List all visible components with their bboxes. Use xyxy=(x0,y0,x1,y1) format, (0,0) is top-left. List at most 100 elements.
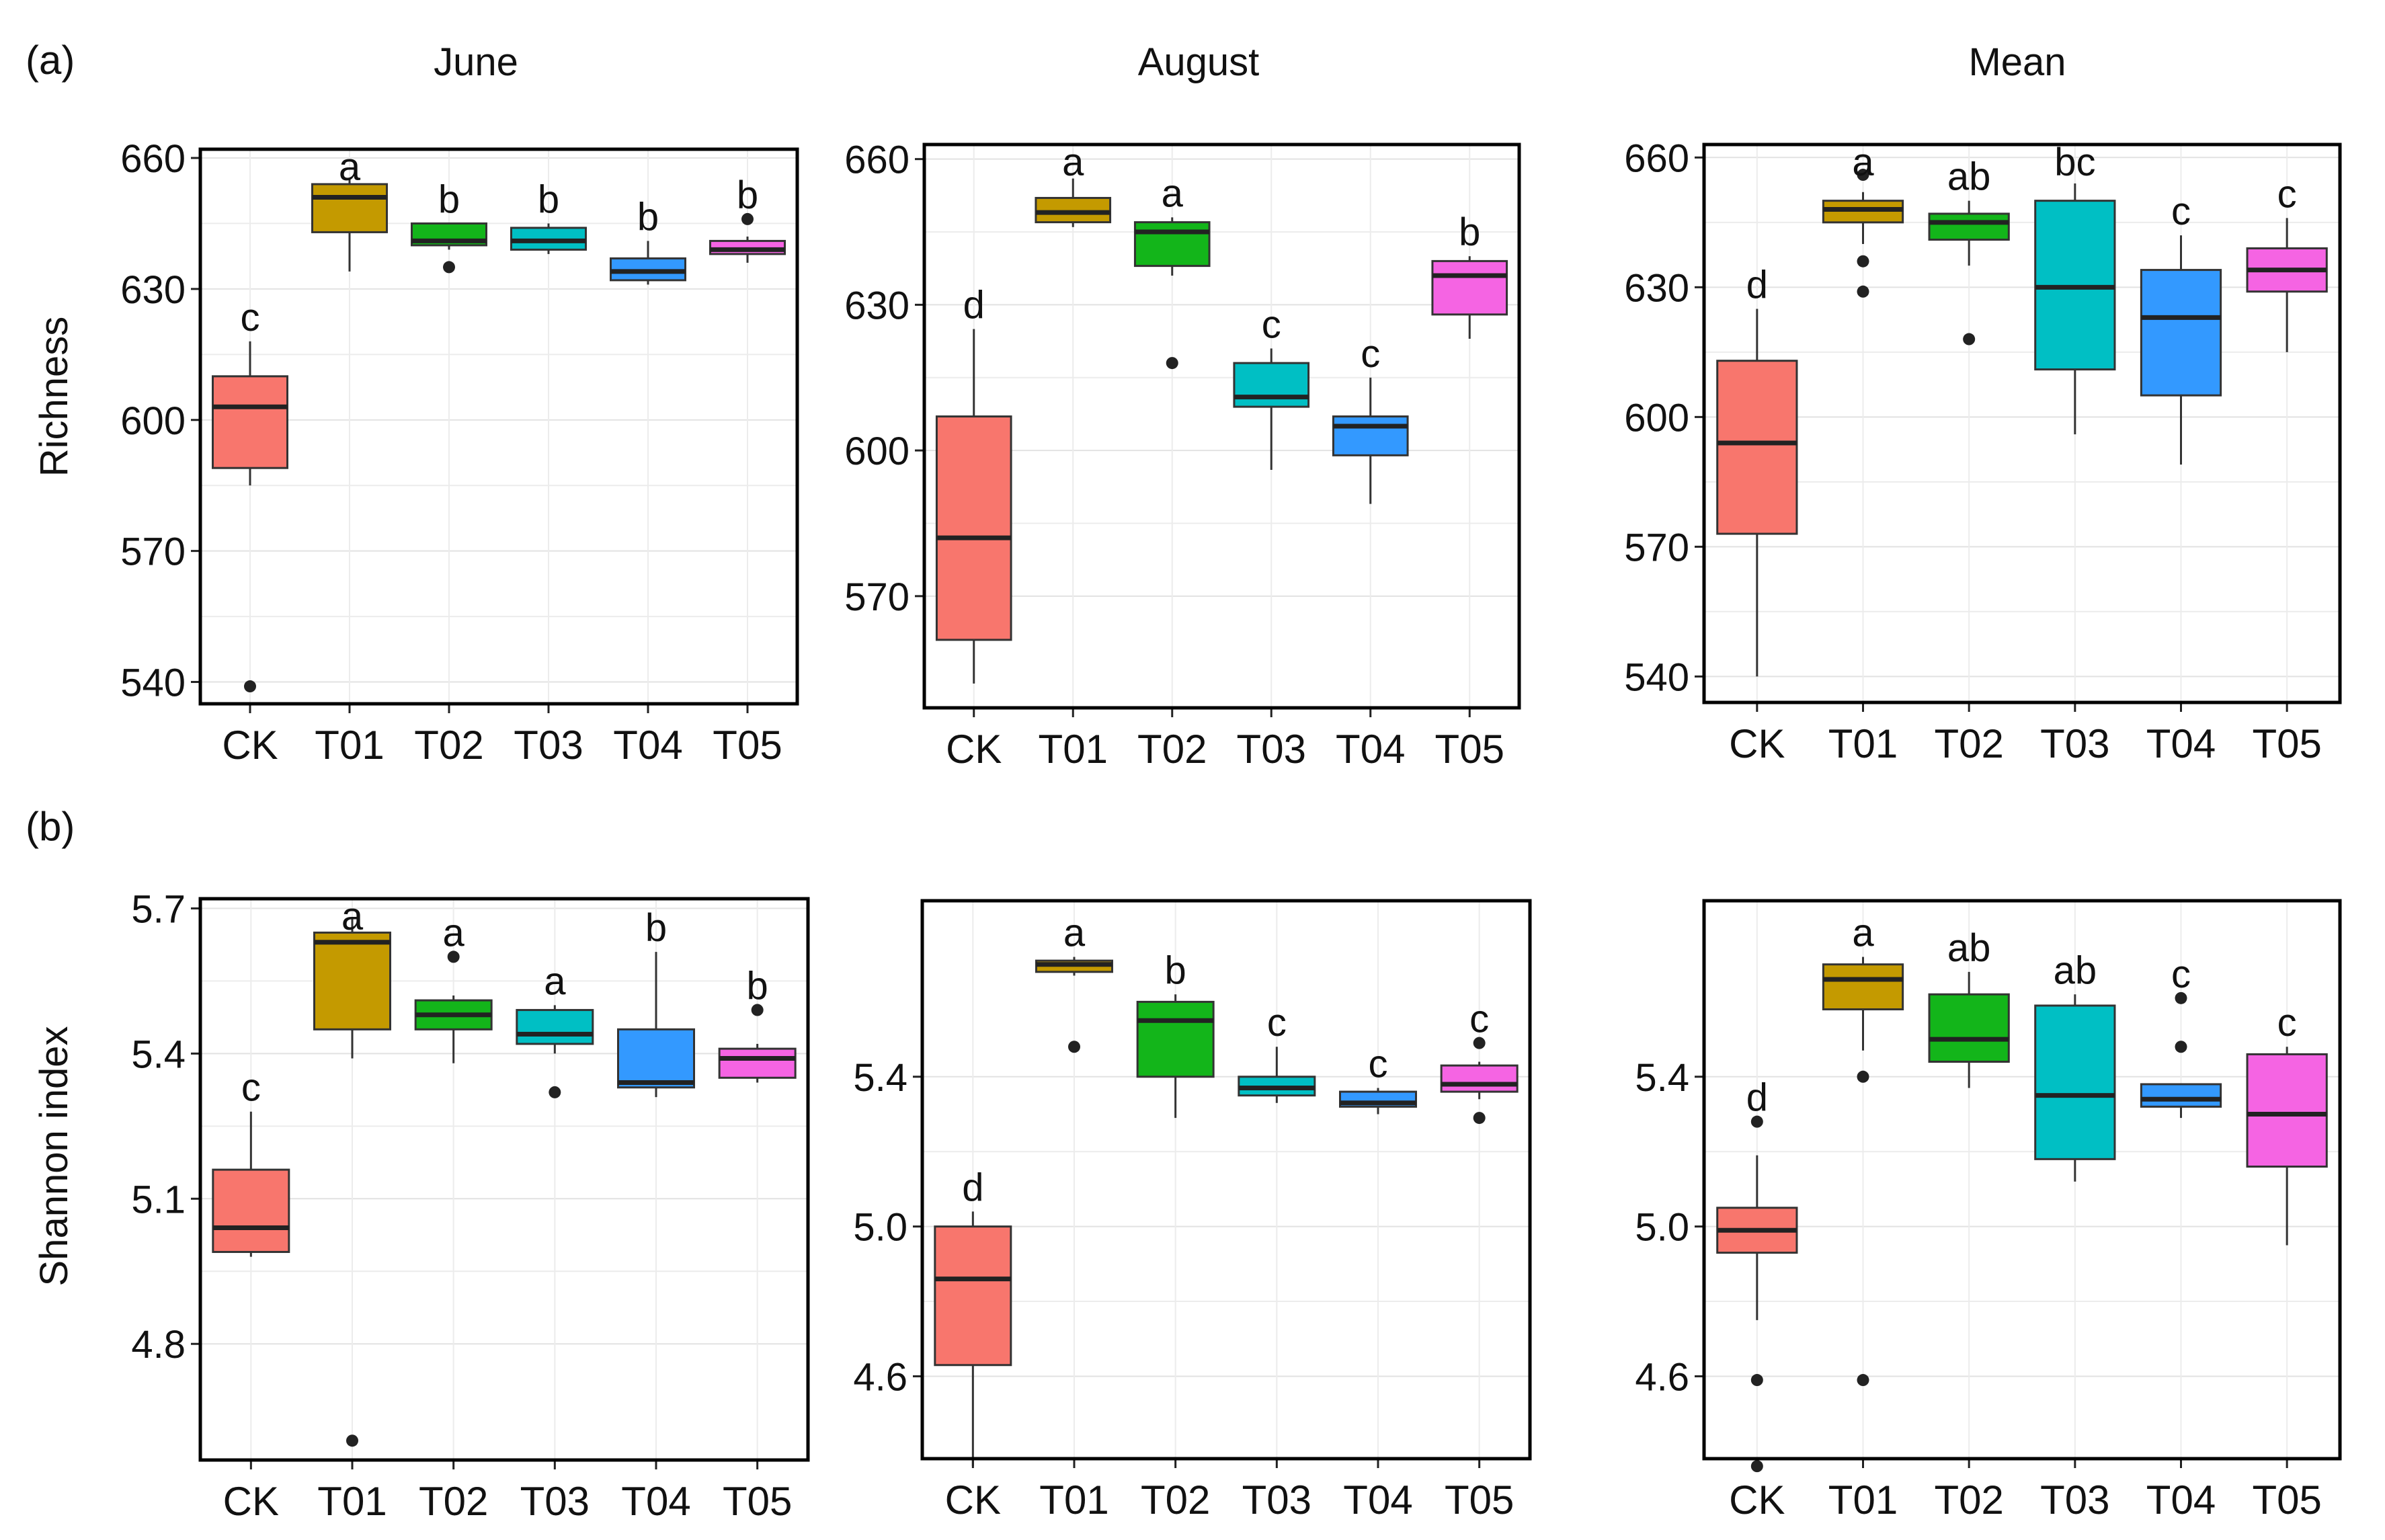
x-tick-label-T02: T02 xyxy=(419,1479,488,1524)
y-tick-label: 660 xyxy=(120,137,186,181)
x-tick-label-T02: T02 xyxy=(1934,1477,2003,1523)
x-tick-label-T05: T05 xyxy=(723,1479,792,1524)
panel-border xyxy=(198,147,799,706)
ylabel-richness: Richness xyxy=(32,317,76,477)
x-tick-label-T04: T04 xyxy=(621,1479,690,1524)
significance-letter-T05: c xyxy=(2277,172,2297,216)
significance-letter-T01: a xyxy=(339,145,361,189)
y-tick-label: 630 xyxy=(120,268,186,312)
significance-letter-T04: c xyxy=(1361,332,1380,376)
y-tick-label: 540 xyxy=(120,661,186,705)
outlier-point-CK xyxy=(1750,1374,1763,1387)
y-tick-label: 630 xyxy=(1624,266,1689,310)
significance-letter-T01: a xyxy=(341,895,364,938)
y-tick-label: 4.6 xyxy=(1635,1355,1689,1399)
significance-letter-T04: c xyxy=(2171,953,2191,996)
x-tick-label-CK: CK xyxy=(223,1479,279,1524)
box-T02 xyxy=(1133,221,1211,268)
x-tick-label-T01: T01 xyxy=(1039,727,1108,772)
box-CK xyxy=(212,1168,290,1253)
significance-letter-T02: a xyxy=(1162,171,1184,215)
significance-letter-CK: c xyxy=(241,296,260,339)
box-T03 xyxy=(2034,1004,2116,1160)
panel-shannon-june: 4.8 5.1 5.4 5.7 c CK a T01 a T02 a T03 b T04 b T05 xyxy=(131,887,810,1524)
outlier-point-T05 xyxy=(741,212,754,225)
significance-letter-T05: b xyxy=(747,965,768,1008)
significance-letter-T03: ab xyxy=(2054,948,2097,992)
y-tick-label: 570 xyxy=(120,530,186,574)
y-tick-label: 4.6 xyxy=(853,1355,907,1399)
box-T03 xyxy=(516,1009,594,1045)
outlier-point-CK xyxy=(1750,1115,1763,1128)
y-tick-label: 5.4 xyxy=(1635,1056,1689,1100)
box-T02 xyxy=(1928,993,2010,1063)
x-tick-label-T04: T04 xyxy=(1336,727,1405,772)
x-tick-label-T05: T05 xyxy=(1435,727,1504,772)
significance-letter-T03: c xyxy=(1267,1001,1287,1045)
box-T02 xyxy=(1928,212,2010,241)
column-title-august: August xyxy=(1138,40,1260,84)
box-T04 xyxy=(2140,269,2222,397)
outlier-point-CK xyxy=(244,680,256,693)
significance-letter-T05: b xyxy=(1459,210,1480,254)
y-tick-label: 5.0 xyxy=(1635,1206,1689,1250)
outlier-point-T02 xyxy=(1166,357,1178,370)
y-tick-label: 660 xyxy=(1624,136,1689,180)
box-CK xyxy=(212,375,288,469)
significance-letter-CK: d xyxy=(1746,263,1768,307)
outlier-point-T05 xyxy=(751,1004,764,1016)
x-tick-label-CK: CK xyxy=(222,723,278,768)
x-tick-label-T02: T02 xyxy=(1137,727,1207,772)
x-tick-label-T01: T01 xyxy=(1039,1477,1108,1523)
y-tick-label: 660 xyxy=(844,138,909,182)
panel-border xyxy=(198,897,810,1462)
x-tick-label-T05: T05 xyxy=(2252,1477,2321,1523)
column-title-mean: Mean xyxy=(1968,40,2066,84)
significance-letter-CK: d xyxy=(1746,1076,1768,1120)
outlier-point-T05 xyxy=(1473,1112,1486,1125)
significance-letter-T04: c xyxy=(1369,1043,1388,1086)
x-tick-label-CK: CK xyxy=(1729,1477,1785,1523)
column-title-june: June xyxy=(434,40,518,84)
significance-letter-T02: b xyxy=(1165,948,1186,992)
significance-letter-T02: a xyxy=(443,911,465,955)
box-CK xyxy=(935,415,1012,641)
significance-letter-T02: b xyxy=(438,177,460,221)
x-tick-label-CK: CK xyxy=(1729,721,1785,766)
significance-letter-T01: a xyxy=(1852,140,1874,184)
x-tick-label-T01: T01 xyxy=(1828,721,1898,766)
box-T05 xyxy=(2246,1053,2328,1168)
y-tick-label: 630 xyxy=(844,284,909,327)
x-tick-label-T02: T02 xyxy=(1934,721,2003,766)
y-tick-label: 540 xyxy=(1624,655,1689,699)
y-tick-label: 570 xyxy=(1624,526,1689,569)
x-tick-label-T02: T02 xyxy=(414,723,483,768)
x-tick-label-T04: T04 xyxy=(613,723,682,768)
panel-border xyxy=(922,143,1521,710)
x-tick-label-T04: T04 xyxy=(2146,721,2216,766)
significance-letter-T04: b xyxy=(645,906,667,950)
outlier-point-T01 xyxy=(1857,1374,1869,1387)
significance-letter-CK: c xyxy=(241,1066,261,1110)
x-tick-label-T03: T03 xyxy=(1237,727,1306,772)
y-tick-label: 5.7 xyxy=(131,887,186,931)
panel-richness-june: 540 570 600 630 660 c CK a T01 b T02 b T03 b T04 b T05 xyxy=(120,137,799,768)
panel-shannon-august: 4.6 5.0 5.4 d CK a T01 b T02 c T03 c T04 c T05 xyxy=(853,899,1532,1523)
significance-letter-T03: b xyxy=(538,177,559,221)
panel-richness-august: 570 600 630 660 d CK a T01 a T02 c T03 c T04 b T05 xyxy=(844,138,1521,772)
panel-shannon-mean: 4.6 5.0 5.4 d CK a T01 ab T02 ab T03 c T04 c T05 xyxy=(1635,899,2342,1523)
box-T03 xyxy=(1233,362,1310,408)
y-tick-label: 5.1 xyxy=(131,1178,186,1221)
box-T04 xyxy=(617,1028,695,1089)
significance-letter-CK: d xyxy=(962,1166,983,1209)
x-tick-label-T04: T04 xyxy=(2146,1477,2216,1523)
outlier-point-T01 xyxy=(1068,1041,1080,1053)
x-tick-label-T03: T03 xyxy=(520,1479,590,1524)
outlier-point-T01 xyxy=(346,1434,358,1447)
x-tick-label-T03: T03 xyxy=(2040,721,2109,766)
significance-letter-T01: a xyxy=(1063,911,1086,955)
outlier-point-T01 xyxy=(1857,1070,1869,1083)
outlier-point-T01 xyxy=(1857,255,1869,268)
significance-letter-T04: c xyxy=(2171,190,2191,233)
